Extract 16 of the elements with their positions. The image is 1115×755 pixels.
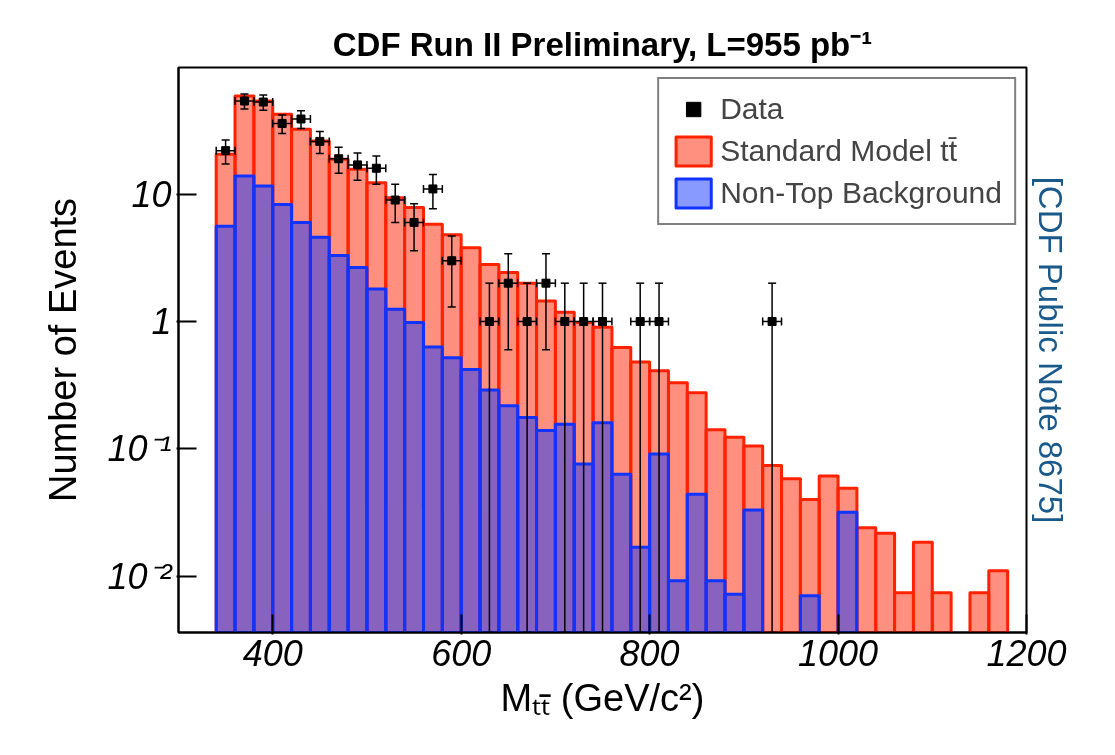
x-tick-label: 400 [242, 632, 303, 674]
y-tick-label: 1 [151, 300, 172, 342]
x-tick-label: 1000 [798, 632, 879, 674]
y-tick-label: 10⁻¹ [107, 428, 172, 470]
chart-title: CDF Run II Preliminary, L=955 pb⁻¹ [332, 25, 873, 63]
y-tick-label: 10 [131, 173, 172, 215]
x-tick-label: 800 [619, 632, 680, 674]
text: [CDF Public Note 8675] [1031, 176, 1069, 524]
legend-label: Non-Top Background [720, 176, 1002, 210]
x-axis-title: Mₜₜ̄ (GeV/c²) [500, 676, 705, 719]
legend-label: Standard Model tt̄ [720, 134, 957, 168]
x-tick-label: 1200 [986, 632, 1067, 674]
y-tick-label: 10⁻² [107, 555, 174, 597]
x-tick-label: 600 [431, 632, 492, 674]
legend-label: Data [720, 92, 784, 126]
y-axis-title: Number of Events [42, 197, 85, 503]
